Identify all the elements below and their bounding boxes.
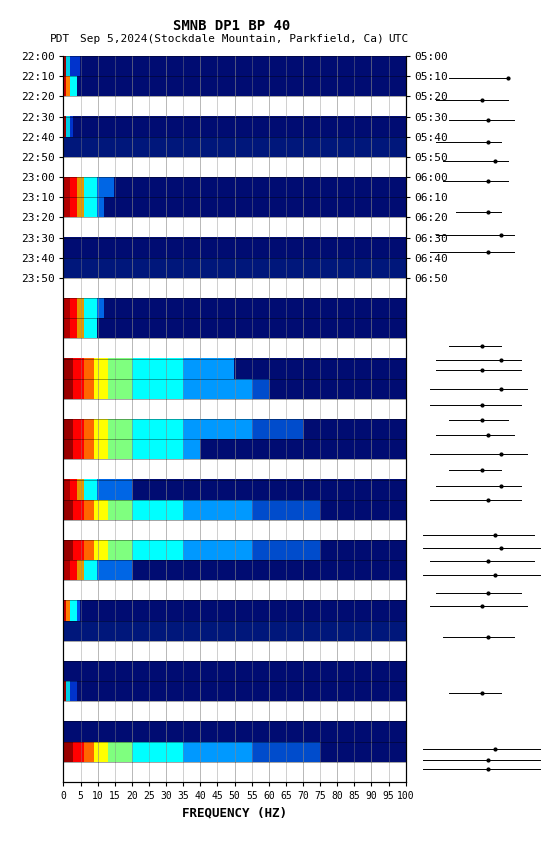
Text: UTC: UTC <box>388 34 408 44</box>
Text: SMNB DP1 BP 40: SMNB DP1 BP 40 <box>173 19 290 33</box>
Text: Sep 5,2024(Stockdale Mountain, Parkfield, Ca): Sep 5,2024(Stockdale Mountain, Parkfield… <box>80 34 384 44</box>
Text: PDT: PDT <box>50 34 70 44</box>
X-axis label: FREQUENCY (HZ): FREQUENCY (HZ) <box>182 806 287 819</box>
